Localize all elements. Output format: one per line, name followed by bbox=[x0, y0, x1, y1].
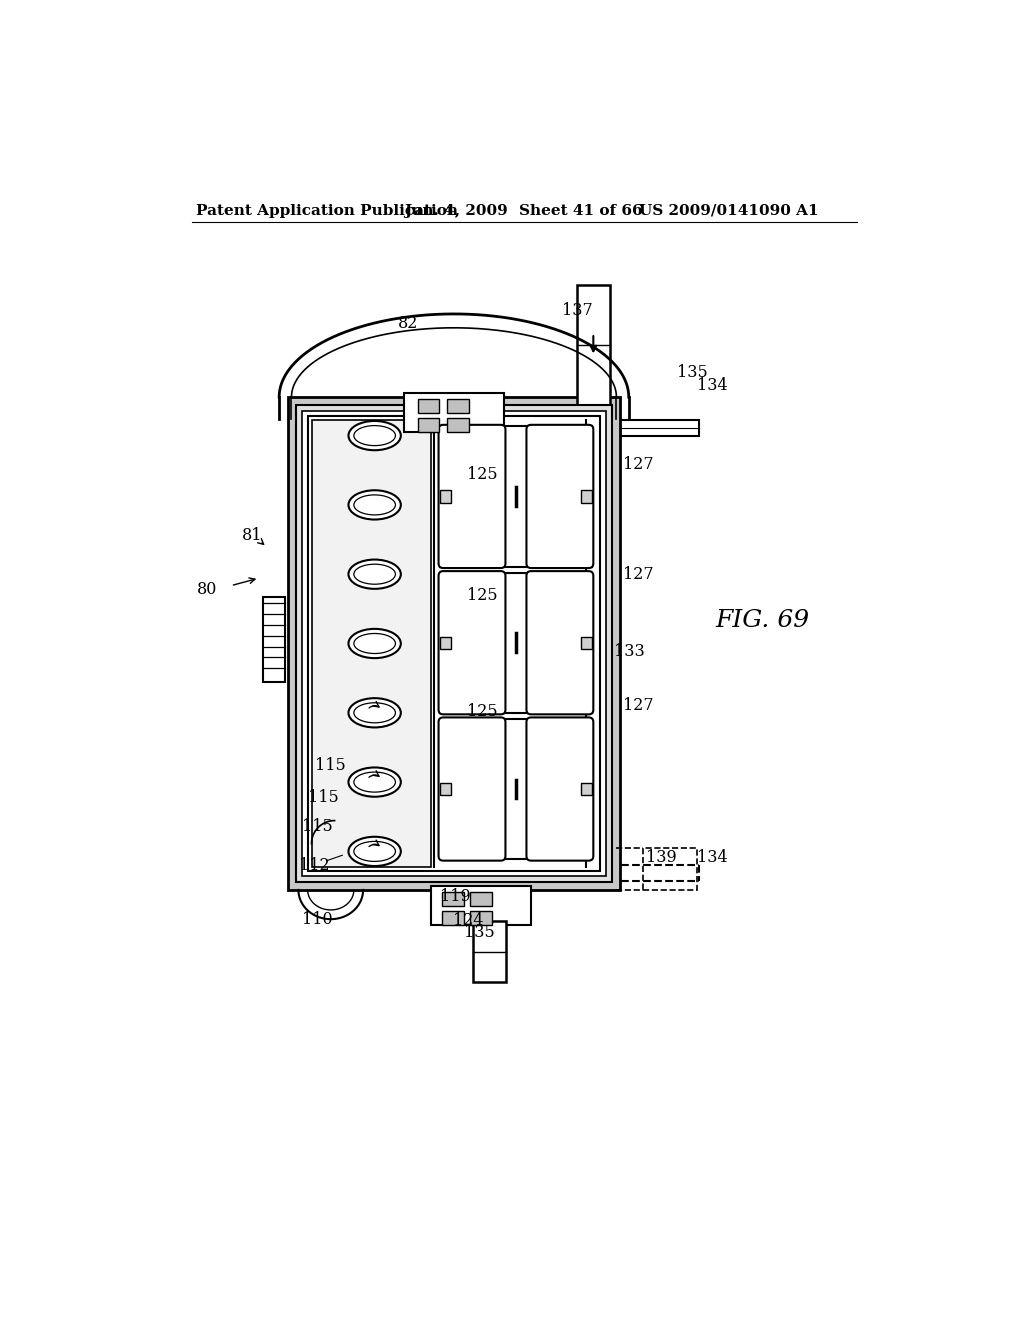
Text: 115: 115 bbox=[307, 789, 339, 807]
Ellipse shape bbox=[348, 490, 400, 520]
Ellipse shape bbox=[348, 837, 400, 866]
Text: 125: 125 bbox=[467, 587, 498, 605]
Text: 127: 127 bbox=[624, 457, 654, 474]
Text: 82: 82 bbox=[397, 315, 418, 333]
Bar bbox=[578, 285, 609, 405]
FancyBboxPatch shape bbox=[526, 718, 593, 861]
Bar bbox=[440, 719, 592, 859]
Text: 110: 110 bbox=[302, 911, 332, 928]
Ellipse shape bbox=[354, 425, 395, 446]
Bar bbox=[447, 400, 469, 413]
Bar bbox=[581, 636, 592, 649]
Text: 135: 135 bbox=[464, 924, 495, 941]
Bar bbox=[418, 400, 439, 413]
Ellipse shape bbox=[354, 841, 395, 862]
FancyBboxPatch shape bbox=[526, 425, 593, 568]
Text: 125: 125 bbox=[467, 466, 498, 483]
Text: 134: 134 bbox=[697, 378, 728, 395]
Bar bbox=[431, 886, 531, 924]
Text: 127: 127 bbox=[624, 566, 654, 582]
Ellipse shape bbox=[348, 421, 400, 450]
Text: 134: 134 bbox=[697, 849, 728, 866]
Bar bbox=[470, 892, 492, 906]
Bar bbox=[440, 490, 451, 503]
Text: 81: 81 bbox=[242, 527, 262, 544]
Text: 139: 139 bbox=[646, 849, 677, 866]
Bar bbox=[442, 911, 464, 924]
Bar bbox=[610, 420, 698, 436]
FancyBboxPatch shape bbox=[526, 572, 593, 714]
Text: FIG. 69: FIG. 69 bbox=[715, 609, 809, 632]
Ellipse shape bbox=[348, 698, 400, 727]
Text: 137: 137 bbox=[562, 302, 593, 319]
Text: 115: 115 bbox=[315, 756, 346, 774]
Bar bbox=[311, 420, 431, 867]
Bar bbox=[470, 911, 492, 924]
Bar bbox=[440, 783, 451, 795]
Ellipse shape bbox=[348, 628, 400, 659]
Text: Jun. 4, 2009: Jun. 4, 2009 bbox=[403, 203, 508, 218]
Ellipse shape bbox=[354, 634, 395, 653]
Text: 133: 133 bbox=[614, 643, 645, 660]
Ellipse shape bbox=[354, 702, 395, 723]
Text: 124: 124 bbox=[453, 912, 483, 929]
Text: 127: 127 bbox=[624, 697, 654, 714]
FancyBboxPatch shape bbox=[438, 572, 506, 714]
Bar bbox=[289, 397, 620, 890]
Ellipse shape bbox=[354, 772, 395, 792]
Bar bbox=[296, 405, 611, 882]
Text: 135: 135 bbox=[677, 364, 708, 381]
Ellipse shape bbox=[354, 564, 395, 585]
Bar bbox=[440, 636, 451, 649]
Ellipse shape bbox=[348, 560, 400, 589]
Text: 115: 115 bbox=[301, 818, 332, 836]
Ellipse shape bbox=[348, 767, 400, 797]
Bar bbox=[263, 597, 285, 682]
Bar bbox=[442, 892, 464, 906]
Bar bbox=[440, 573, 592, 713]
Text: 80: 80 bbox=[198, 581, 218, 598]
Bar bbox=[307, 416, 600, 871]
Ellipse shape bbox=[354, 495, 395, 515]
Bar bbox=[447, 418, 469, 432]
Text: 119: 119 bbox=[440, 887, 471, 904]
Bar bbox=[302, 411, 605, 876]
Text: Sheet 41 of 66: Sheet 41 of 66 bbox=[519, 203, 643, 218]
Bar bbox=[440, 426, 592, 566]
Text: US 2009/0141090 A1: US 2009/0141090 A1 bbox=[639, 203, 818, 218]
Bar bbox=[403, 393, 504, 432]
FancyBboxPatch shape bbox=[438, 425, 506, 568]
Text: Patent Application Publication: Patent Application Publication bbox=[196, 203, 458, 218]
Bar bbox=[643, 847, 696, 890]
Bar bbox=[418, 418, 439, 432]
Text: 112: 112 bbox=[299, 857, 329, 874]
Bar bbox=[581, 783, 592, 795]
Bar bbox=[581, 490, 592, 503]
FancyBboxPatch shape bbox=[438, 718, 506, 861]
Bar bbox=[473, 921, 506, 982]
Text: 125: 125 bbox=[467, 702, 498, 719]
